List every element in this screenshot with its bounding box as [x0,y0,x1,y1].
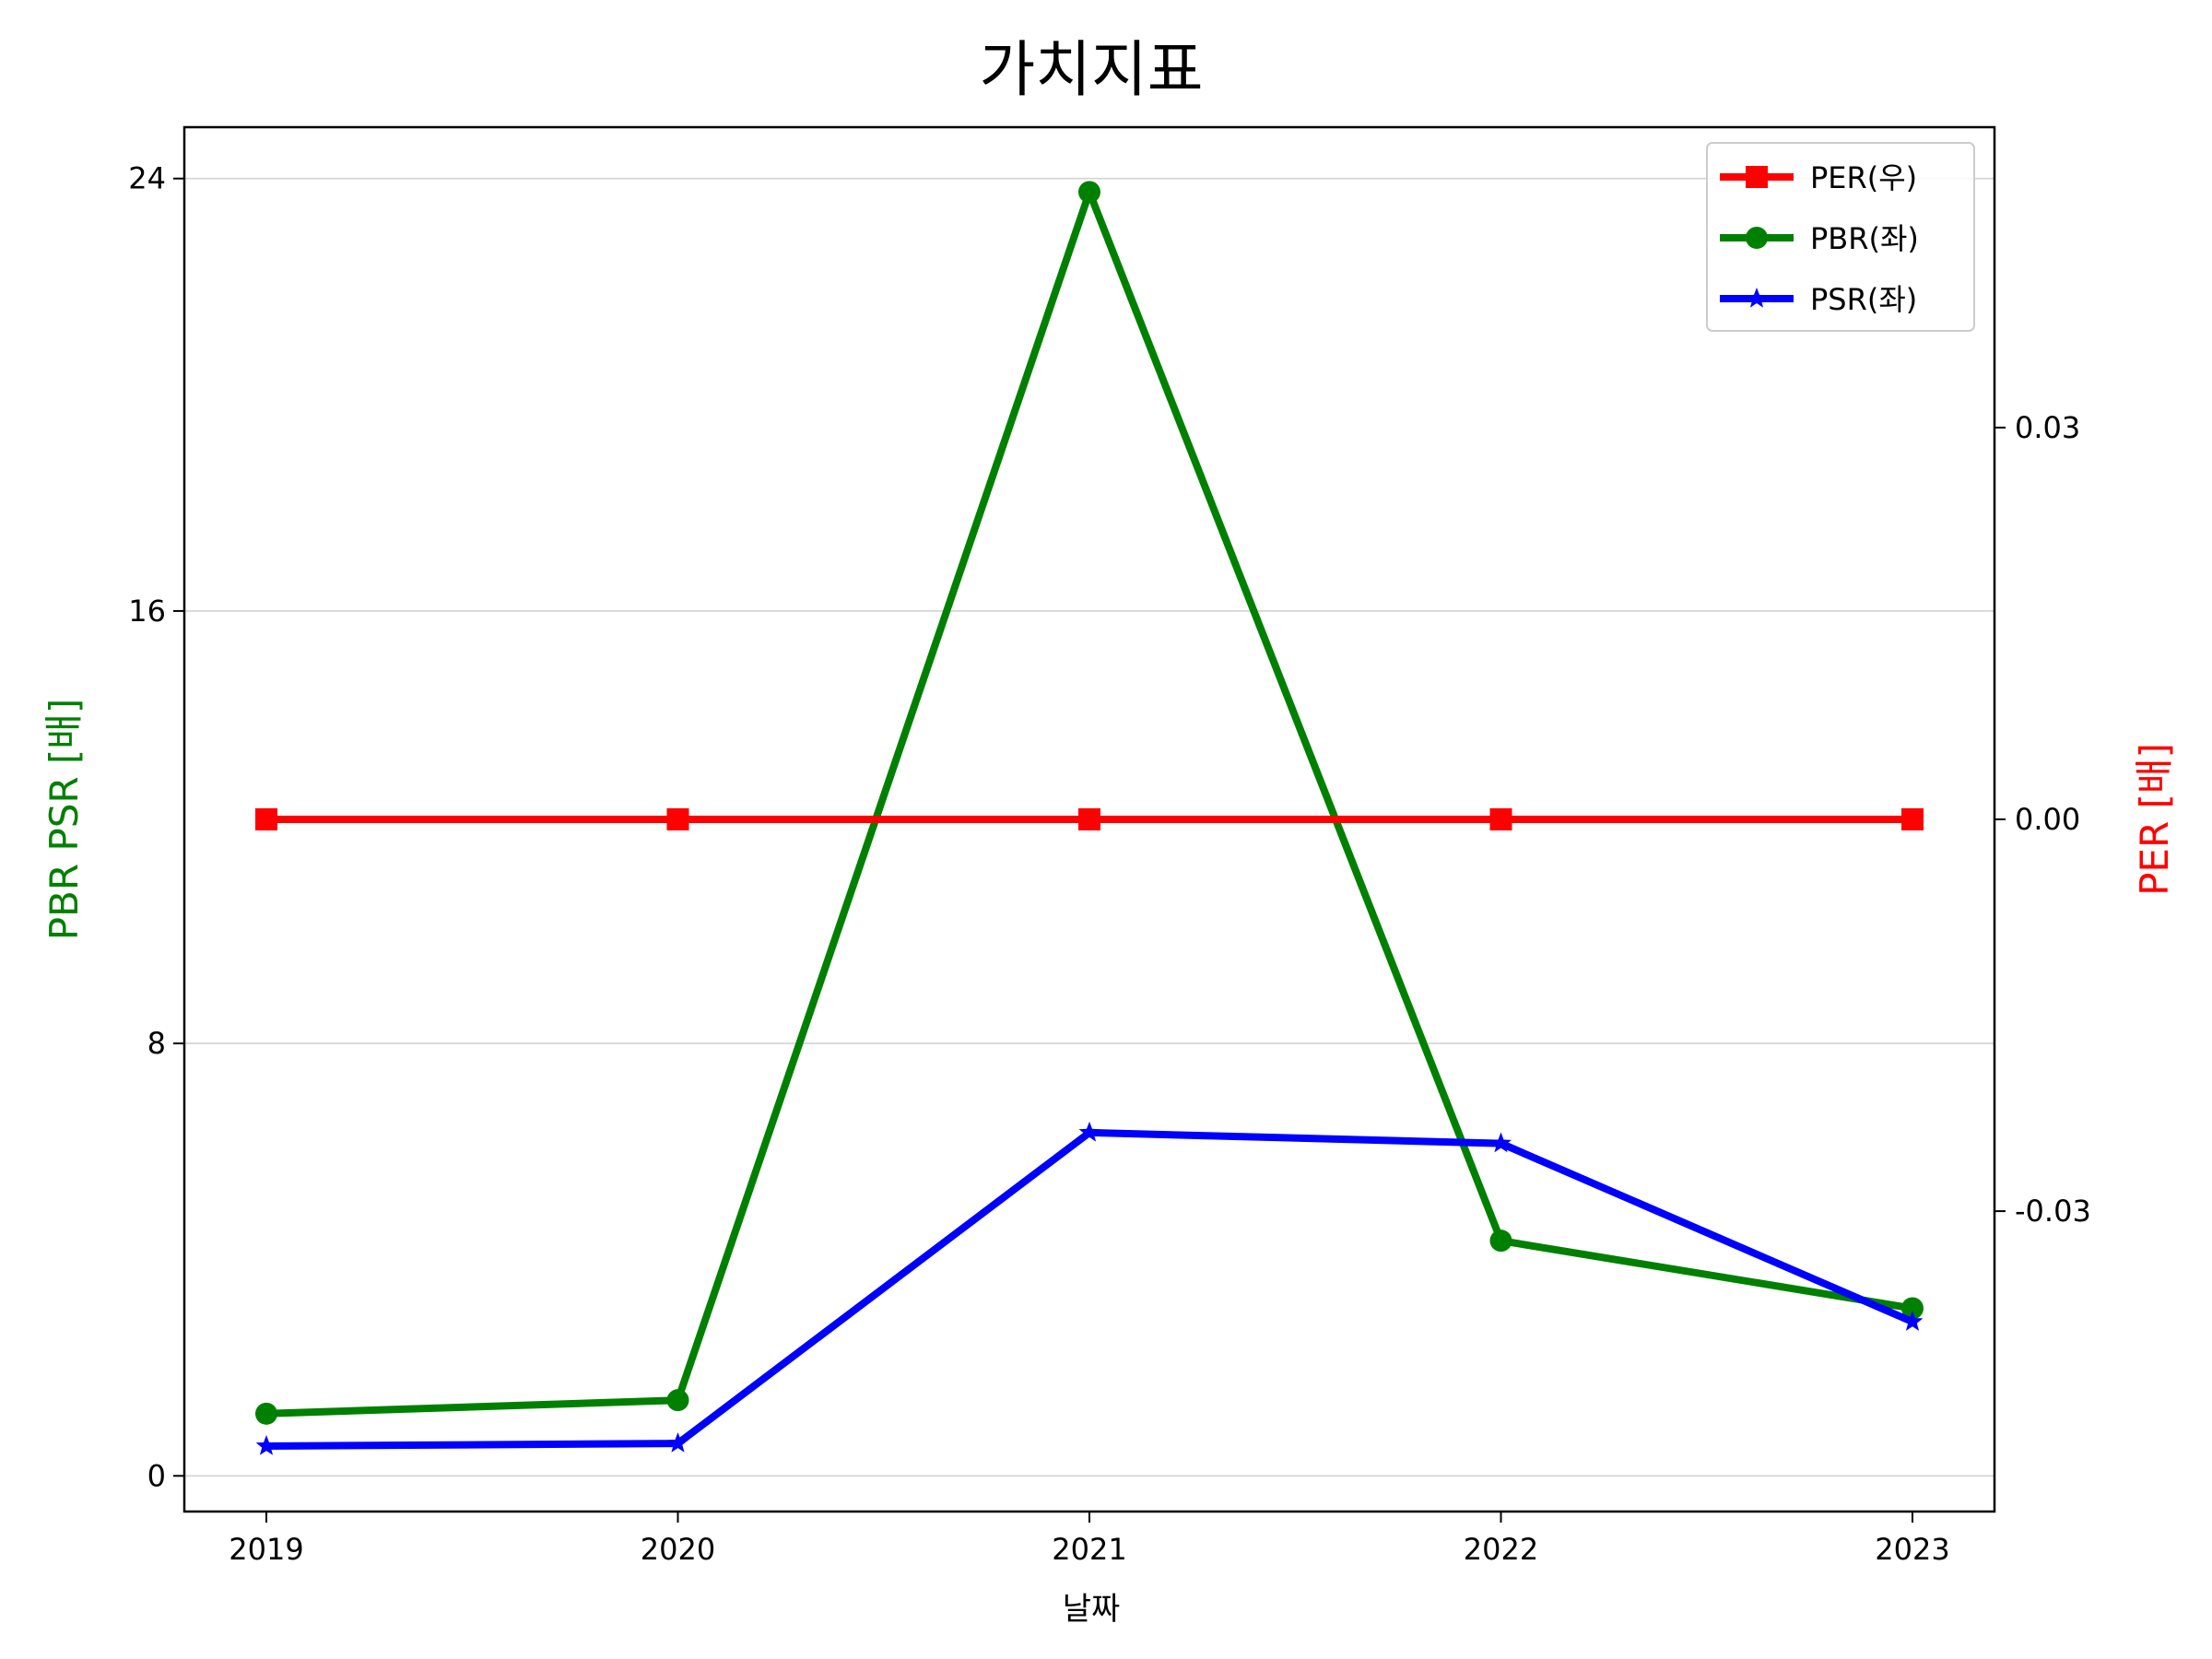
x-tick-label: 2019 [229,1532,303,1567]
left-y-axis: 0 8 16 24 [128,161,184,1493]
data-point-1-4 [1901,1297,1924,1320]
data-point-2-1 [667,1432,688,1453]
legend-entry-label: PER(우) [1810,160,1917,195]
grid-lines [184,177,1994,1477]
data-point-2-2 [1078,1121,1100,1142]
data-point-1-3 [1489,1230,1512,1253]
left-tick-label: 24 [128,161,166,196]
series-line-1 [263,188,1916,1418]
series-1 [255,181,1924,1425]
data-point-1-2 [1078,181,1100,204]
data-point-0-4 [1901,808,1924,830]
x-tick-label: 2023 [1875,1532,1949,1567]
data-point-0-2 [1078,808,1100,830]
x-tick-label: 2022 [1464,1532,1538,1567]
data-point-0-3 [1489,808,1512,830]
left-tick-label: 8 [147,1026,166,1061]
data-point-1-0 [255,1402,277,1425]
right-tick-label: 0.03 [2015,410,2080,445]
x-axis: 2019 2020 2021 2022 2023 [229,1512,1950,1567]
data-point-0-1 [666,808,689,830]
legend-box [1706,142,1975,332]
x-tick-label: 2020 [641,1532,715,1567]
x-tick-label: 2021 [1052,1532,1126,1567]
x-axis-label: 날짜 [1063,1591,1121,1628]
series-0 [255,808,1924,830]
series-line-2 [263,1128,1916,1450]
right-y-axis-label: PER [배] [2132,743,2177,896]
left-tick-label: 16 [128,594,166,629]
right-tick-label: 0.00 [2015,802,2080,837]
series-2 [255,1121,1924,1455]
legend-marker-2 [1746,288,1768,308]
legend-entry-label: PSR(좌) [1810,282,1917,317]
right-y-axis: 0.03 0.00 -0.03 [1994,410,2091,1229]
data-point-2-3 [1490,1132,1512,1153]
data-point-0-0 [255,808,277,830]
data-point-2-0 [255,1435,277,1455]
chart-title: 가치지표 [980,34,1204,105]
legend-entry-label: PBR(좌) [1810,221,1919,256]
legend-marker-1 [1746,227,1768,249]
left-tick-label: 0 [147,1458,166,1493]
left-y-axis-label: PBR PSR [배] [41,699,87,941]
legend-marker-0 [1746,166,1768,188]
series-layer [255,181,1924,1455]
legend: PER(우) PBR(좌) PSR(좌) [1706,142,1975,332]
right-tick-label: -0.03 [2015,1194,2091,1229]
data-point-1-1 [666,1389,689,1412]
data-point-2-4 [1901,1311,1924,1331]
